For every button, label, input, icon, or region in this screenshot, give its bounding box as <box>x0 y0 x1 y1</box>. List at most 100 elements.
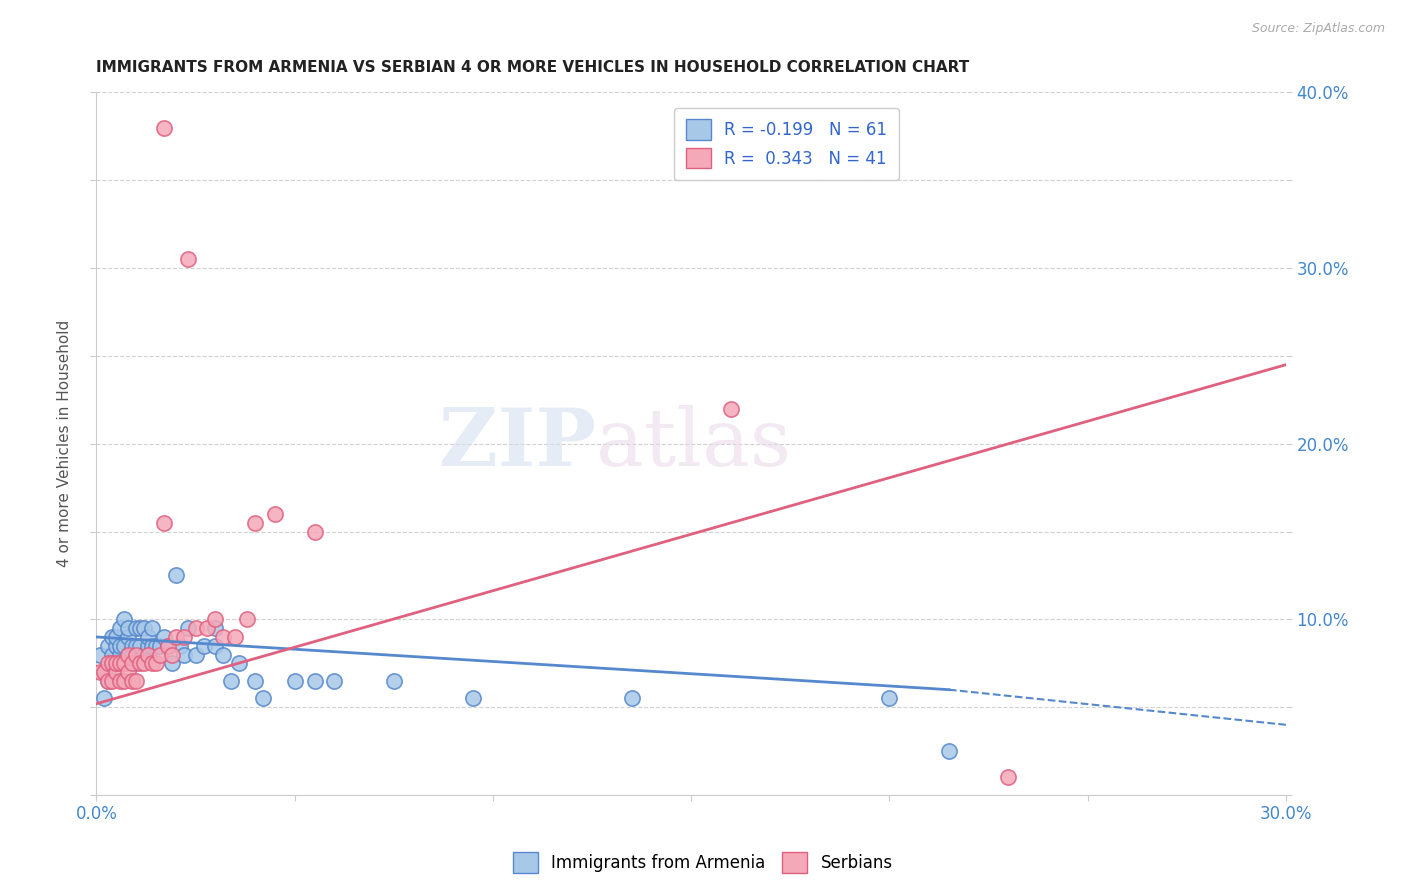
Point <box>101 648 124 662</box>
Point <box>125 648 148 662</box>
Y-axis label: 4 or more Vehicles in Household: 4 or more Vehicles in Household <box>58 320 72 567</box>
Point <box>176 252 198 267</box>
Point <box>173 630 195 644</box>
Point <box>197 621 219 635</box>
Point <box>463 691 485 706</box>
Point <box>112 673 135 688</box>
Point <box>620 691 643 706</box>
Point <box>93 691 115 706</box>
Point <box>165 568 187 582</box>
Point <box>121 639 143 653</box>
Point <box>212 648 235 662</box>
Point <box>97 639 120 653</box>
Point <box>141 657 163 671</box>
Point <box>156 639 179 653</box>
Point <box>101 657 124 671</box>
Point <box>212 630 235 644</box>
Point <box>125 657 148 671</box>
Point <box>132 621 155 635</box>
Point <box>110 648 132 662</box>
Point <box>169 639 191 653</box>
Legend: Immigrants from Armenia, Serbians: Immigrants from Armenia, Serbians <box>506 846 900 880</box>
Point <box>879 691 901 706</box>
Point <box>125 621 148 635</box>
Point <box>97 673 120 688</box>
Point <box>117 648 139 662</box>
Point <box>382 673 405 688</box>
Point <box>101 630 124 644</box>
Point <box>105 657 128 671</box>
Point <box>219 673 242 688</box>
Point <box>141 621 163 635</box>
Point <box>93 665 115 679</box>
Point <box>117 665 139 679</box>
Point <box>110 657 132 671</box>
Point <box>105 630 128 644</box>
Point <box>110 639 132 653</box>
Point <box>252 691 274 706</box>
Point <box>173 648 195 662</box>
Text: atlas: atlas <box>596 405 792 483</box>
Point <box>93 665 115 679</box>
Text: IMMIGRANTS FROM ARMENIA VS SERBIAN 4 OR MORE VEHICLES IN HOUSEHOLD CORRELATION C: IMMIGRANTS FROM ARMENIA VS SERBIAN 4 OR … <box>97 60 970 75</box>
Point <box>149 639 172 653</box>
Point <box>97 657 120 671</box>
Point <box>121 648 143 662</box>
Point <box>117 648 139 662</box>
Point <box>228 657 250 671</box>
Point <box>153 516 176 530</box>
Point <box>224 630 246 644</box>
Point <box>112 639 135 653</box>
Point <box>193 639 215 653</box>
Point <box>145 639 167 653</box>
Point <box>204 639 226 653</box>
Point <box>160 648 183 662</box>
Point <box>149 648 172 662</box>
Point <box>160 657 183 671</box>
Point <box>264 507 287 521</box>
Point <box>184 648 207 662</box>
Point <box>110 673 132 688</box>
Point <box>141 639 163 653</box>
Point <box>97 665 120 679</box>
Point <box>117 621 139 635</box>
Point <box>156 639 179 653</box>
Point <box>236 612 259 626</box>
Point <box>121 657 143 671</box>
Point <box>204 621 226 635</box>
Point <box>89 665 111 679</box>
Point <box>304 524 326 539</box>
Point <box>125 673 148 688</box>
Point <box>184 621 207 635</box>
Point <box>997 771 1019 785</box>
Point <box>136 648 159 662</box>
Point <box>243 516 266 530</box>
Point <box>112 657 135 671</box>
Point <box>204 612 226 626</box>
Point <box>243 673 266 688</box>
Point <box>132 648 155 662</box>
Point <box>132 657 155 671</box>
Point <box>284 673 307 688</box>
Point <box>105 665 128 679</box>
Point <box>136 639 159 653</box>
Point <box>153 630 176 644</box>
Point <box>129 639 152 653</box>
Point <box>129 621 152 635</box>
Point <box>110 621 132 635</box>
Point <box>145 657 167 671</box>
Legend: R = -0.199   N = 61, R =  0.343   N = 41: R = -0.199 N = 61, R = 0.343 N = 41 <box>673 108 898 180</box>
Point <box>121 673 143 688</box>
Point <box>125 639 148 653</box>
Point <box>176 621 198 635</box>
Point <box>97 673 120 688</box>
Text: ZIP: ZIP <box>439 405 596 483</box>
Text: Source: ZipAtlas.com: Source: ZipAtlas.com <box>1251 22 1385 36</box>
Point <box>105 657 128 671</box>
Point <box>101 657 124 671</box>
Point <box>112 657 135 671</box>
Point <box>165 630 187 644</box>
Point <box>153 120 176 135</box>
Point <box>323 673 346 688</box>
Point <box>89 648 111 662</box>
